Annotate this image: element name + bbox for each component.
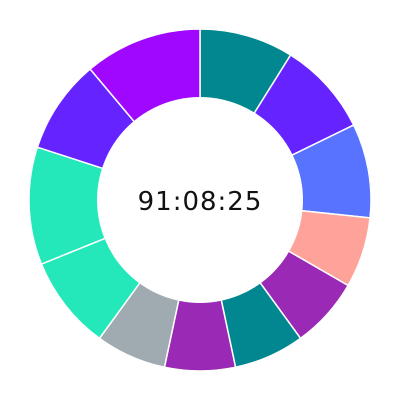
donut-slices bbox=[28, 28, 372, 372]
donut-hole bbox=[97, 97, 303, 303]
timer-readout: 91:08:25 bbox=[138, 187, 263, 217]
